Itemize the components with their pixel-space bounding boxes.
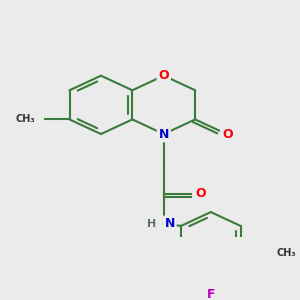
Text: O: O <box>158 69 169 82</box>
Text: H: H <box>147 219 157 229</box>
Text: O: O <box>222 128 233 141</box>
Text: O: O <box>196 188 206 200</box>
Text: CH₃: CH₃ <box>16 114 35 124</box>
Text: N: N <box>164 218 175 230</box>
Text: CH₃: CH₃ <box>277 248 296 259</box>
Text: F: F <box>206 288 215 300</box>
Text: N: N <box>159 128 169 140</box>
